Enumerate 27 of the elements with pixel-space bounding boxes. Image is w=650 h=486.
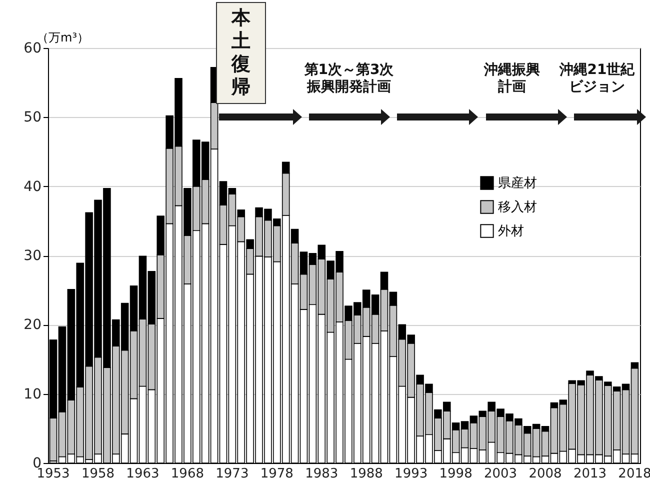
x-tick-label: 1963 bbox=[126, 466, 160, 482]
x-tick-label: 1993 bbox=[394, 466, 428, 482]
x-tick-label: 1973 bbox=[216, 466, 249, 482]
x-tick-label: 1978 bbox=[260, 466, 294, 482]
y-tick-label: 40 bbox=[24, 178, 42, 195]
annotation: 第1次～第3次振興開発計画 bbox=[303, 62, 395, 96]
y-tick-label: 10 bbox=[24, 386, 42, 402]
x-tick-label: 1983 bbox=[305, 466, 338, 482]
y-tick-label: 20 bbox=[24, 317, 42, 334]
x-tick-label: 2003 bbox=[484, 466, 518, 482]
y-tick-label: 60 bbox=[24, 40, 42, 56]
legend-label: 外材 bbox=[498, 224, 524, 239]
x-tick-label: 2008 bbox=[528, 466, 562, 482]
x-tick-label: 1998 bbox=[439, 466, 472, 482]
y-tick-label: 50 bbox=[24, 110, 42, 126]
x-tick-label: 1958 bbox=[81, 466, 115, 482]
x-tick-label: 2013 bbox=[573, 466, 607, 482]
legend-label: 県産材 bbox=[498, 175, 537, 191]
x-tick-label: 1953 bbox=[36, 466, 70, 482]
annotation: 本土復帰 bbox=[216, 2, 266, 104]
x-tick-label: 1968 bbox=[170, 466, 204, 482]
x-tick-label: 2018 bbox=[618, 466, 650, 482]
annotation: 沖縄21世紀ビジョン bbox=[558, 62, 636, 96]
legend-label: 移入材 bbox=[498, 200, 537, 215]
x-tick-label: 1988 bbox=[350, 466, 383, 482]
annotation: 沖縄振興計画 bbox=[483, 62, 541, 96]
y-tick-label: 30 bbox=[24, 248, 42, 264]
